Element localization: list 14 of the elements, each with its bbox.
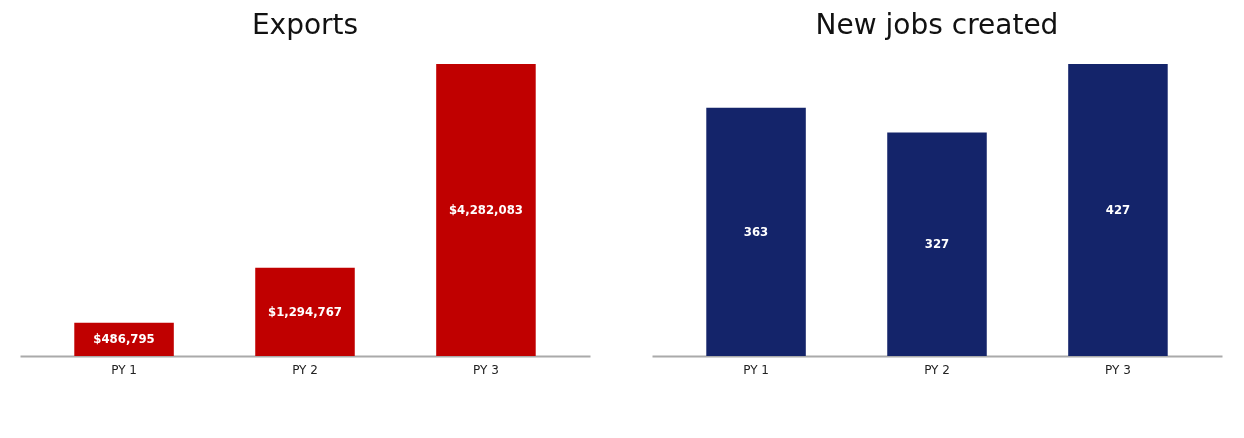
- x-tick-label: PY 1: [111, 362, 137, 377]
- data-label: $1,294,767: [268, 303, 342, 319]
- data-label: 427: [1105, 202, 1131, 217]
- data-label: $4,282,083: [448, 202, 523, 217]
- x-tick-label: PY 2: [924, 362, 950, 377]
- chart-title: New jobs created: [815, 8, 1059, 41]
- chart-title: Exports: [251, 8, 359, 41]
- data-label: 363: [743, 223, 769, 239]
- data-label: 327: [924, 236, 950, 252]
- x-tick-label: PY 2: [292, 362, 318, 377]
- x-tick-label: PY 3: [1105, 362, 1131, 377]
- x-tick-label: PY 3: [473, 362, 499, 377]
- data-label: $486,795: [93, 331, 155, 347]
- x-tick-label: PY 1: [743, 362, 769, 377]
